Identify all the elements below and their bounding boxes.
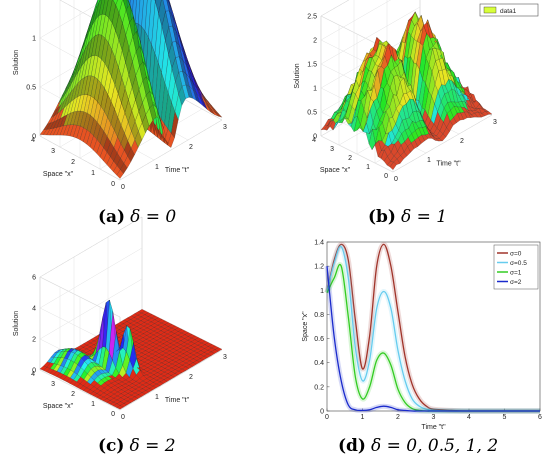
panel-a-ttick-label: 0 xyxy=(121,184,125,191)
panel-c-ttick-label: 2 xyxy=(189,374,193,381)
caption-c: (c) δ = 2 xyxy=(98,436,176,456)
panel-c-xlabel: Space "x" xyxy=(43,403,74,410)
panel-d-legend-label-1: σ=0.5 xyxy=(510,260,527,267)
panel-b-xtick-label: 2 xyxy=(348,155,352,162)
panel-c-ticks: 0 2 4 6 0 1 2 3 0 1 2 3 4 xyxy=(31,275,227,422)
panel-a-ttick-label: 2 xyxy=(189,144,193,151)
panel-b-ztick-label: 0.5 xyxy=(307,110,317,117)
panel-c-patch xyxy=(214,347,223,352)
panel-b-patch xyxy=(485,110,493,115)
panel-c-ztick-label: 4 xyxy=(32,306,36,313)
panel-a-xtick-label: 3 xyxy=(51,148,55,155)
panel-d-legend-label-2: σ=1 xyxy=(510,269,522,276)
panel-b-ttick-label: 1 xyxy=(427,157,431,164)
panel-a-xtick-label: 0 xyxy=(111,181,115,188)
panel-d-xtick-label: 1 xyxy=(361,414,365,421)
panel-d-xlabel: Time "t" xyxy=(421,424,446,431)
panel-d-series-line-3 xyxy=(326,266,540,412)
panel-a-xtick-label: 4 xyxy=(31,137,35,144)
panel-a-patch xyxy=(95,0,100,9)
panel-d-ytick-label: 0.2 xyxy=(314,384,324,391)
panel-b-surface xyxy=(320,11,493,170)
panel-a-patch xyxy=(214,111,223,118)
panel-b-ttick-label: 3 xyxy=(493,119,497,126)
panel-d-ytick-label: 1.2 xyxy=(314,264,324,271)
panel-a-patch xyxy=(98,0,101,3)
panel-b-ztick-label: 2.5 xyxy=(307,14,317,21)
panel-b-ztick-label: 0 xyxy=(313,134,317,141)
panel-b-xtick-label: 0 xyxy=(384,173,388,180)
panel-a-patch xyxy=(141,0,148,32)
panel-a-surface xyxy=(39,0,223,179)
panel-d-ylabel: Space "x" xyxy=(302,311,309,342)
panel-d-series-line-0 xyxy=(326,243,540,412)
panel-b-surface-plot: 0 0.5 1 1.5 2 2.5 0 1 2 3 0 1 2 3 4 Solution Time "t" Spa… xyxy=(294,0,497,183)
panel-a-patch xyxy=(134,0,141,24)
panel-d-ytick-label: 0.8 xyxy=(314,312,324,319)
panel-b-xtick-label: 4 xyxy=(312,137,316,144)
caption-b: (b) δ = 1 xyxy=(368,207,447,227)
panel-b-ttick-label: 0 xyxy=(394,176,398,183)
panel-d-ytick-label: 0 xyxy=(320,409,324,416)
panel-d-ytick-label: 1.4 xyxy=(314,240,324,247)
panel-a-patch xyxy=(138,0,144,27)
panel-c-xtick-label: 4 xyxy=(31,371,35,378)
panel-b-ttick-label: 2 xyxy=(460,138,464,145)
panel-d-legend-label-0: σ=0 xyxy=(510,250,522,257)
panel-a-xtick-label: 1 xyxy=(91,170,95,177)
panel-b-legend: data1 xyxy=(479,3,539,17)
panel-d-ytick-label: 0.6 xyxy=(314,336,324,343)
panel-c-ttick-label: 1 xyxy=(155,394,159,401)
caption-d: (d) δ = 0, 0.5, 1, 2 xyxy=(338,436,498,456)
panel-c-ztick-label: 0 xyxy=(32,368,36,375)
panel-c-xtick-label: 2 xyxy=(71,391,75,398)
panel-a-patch xyxy=(112,0,118,6)
panel-c-surface xyxy=(39,299,223,410)
panel-d-xtick-label: 5 xyxy=(503,414,507,421)
panel-b-ticks: 0 0.5 1 1.5 2 2.5 0 1 2 3 0 1 2 3 4 xyxy=(307,14,497,184)
panel-c-zlabel: Solution xyxy=(13,311,20,336)
panel-d-xtick-label: 0 xyxy=(325,414,329,421)
panel-c-xtick-label: 3 xyxy=(51,381,55,388)
panel-b-xlabel: Space "x" xyxy=(320,167,351,174)
panel-b-ztick-label: 1.5 xyxy=(307,62,317,69)
panel-c-ttick-label: 0 xyxy=(121,414,125,421)
panel-a-xlabel: Space "x" xyxy=(43,171,74,178)
panel-a-ztick-label: 0 xyxy=(32,134,36,141)
legend-swatch-data1 xyxy=(483,6,497,14)
panel-d-xtick-label: 3 xyxy=(432,414,436,421)
panel-c-xtick-label: 1 xyxy=(91,401,95,408)
panel-a-ztick-label: 1 xyxy=(32,36,36,43)
panel-d-xtick-label: 4 xyxy=(467,414,471,421)
panel-b-ztick-label: 2 xyxy=(313,38,317,45)
panel-b-tlabel: Time "t" xyxy=(436,161,461,168)
panel-a-ttick-label: 3 xyxy=(223,124,227,131)
panel-d-ytick-label: 0.4 xyxy=(314,360,324,367)
panel-b-ztick-label: 1 xyxy=(313,86,317,93)
panel-b-xtick-label: 1 xyxy=(366,164,370,171)
panel-d-xtick-label: 2 xyxy=(396,414,400,421)
panel-a-ztick-label: 0.5 xyxy=(26,85,36,92)
panel-b-xtick-label: 3 xyxy=(330,146,334,153)
panel-c-ttick-label: 3 xyxy=(223,354,227,361)
panel-b-zlabel: Solution xyxy=(294,63,301,88)
panel-a-xtick-label: 2 xyxy=(71,159,75,166)
caption-a: (a) δ = 0 xyxy=(98,207,176,227)
legend-label-data1: data1 xyxy=(500,8,517,15)
panel-d-legend-label-3: σ=2 xyxy=(510,279,522,286)
panel-a-zlabel: Solution xyxy=(13,50,20,75)
panel-c-ztick-label: 2 xyxy=(32,337,36,344)
panel-c-surface-plot: 0 2 4 6 0 1 2 3 0 1 2 3 4 Solution Time "t" Space "x" xyxy=(13,216,227,422)
panel-d-line-chart: 0 1 2 3 4 5 6 0 0.2 0.4 0.6 0.8 1 1.2 1.4 Time "t" Space… xyxy=(302,240,542,432)
panel-d-ytick-label: 1 xyxy=(320,288,324,295)
panel-a-tlabel: Time "t" xyxy=(165,167,190,174)
panel-d-xtick-label: 6 xyxy=(538,414,542,421)
panel-c-xtick-label: 0 xyxy=(111,411,115,418)
panel-c-ztick-label: 6 xyxy=(32,275,36,282)
panel-a-ttick-label: 1 xyxy=(155,164,159,171)
panel-c-tlabel: Time "t" xyxy=(165,397,190,404)
